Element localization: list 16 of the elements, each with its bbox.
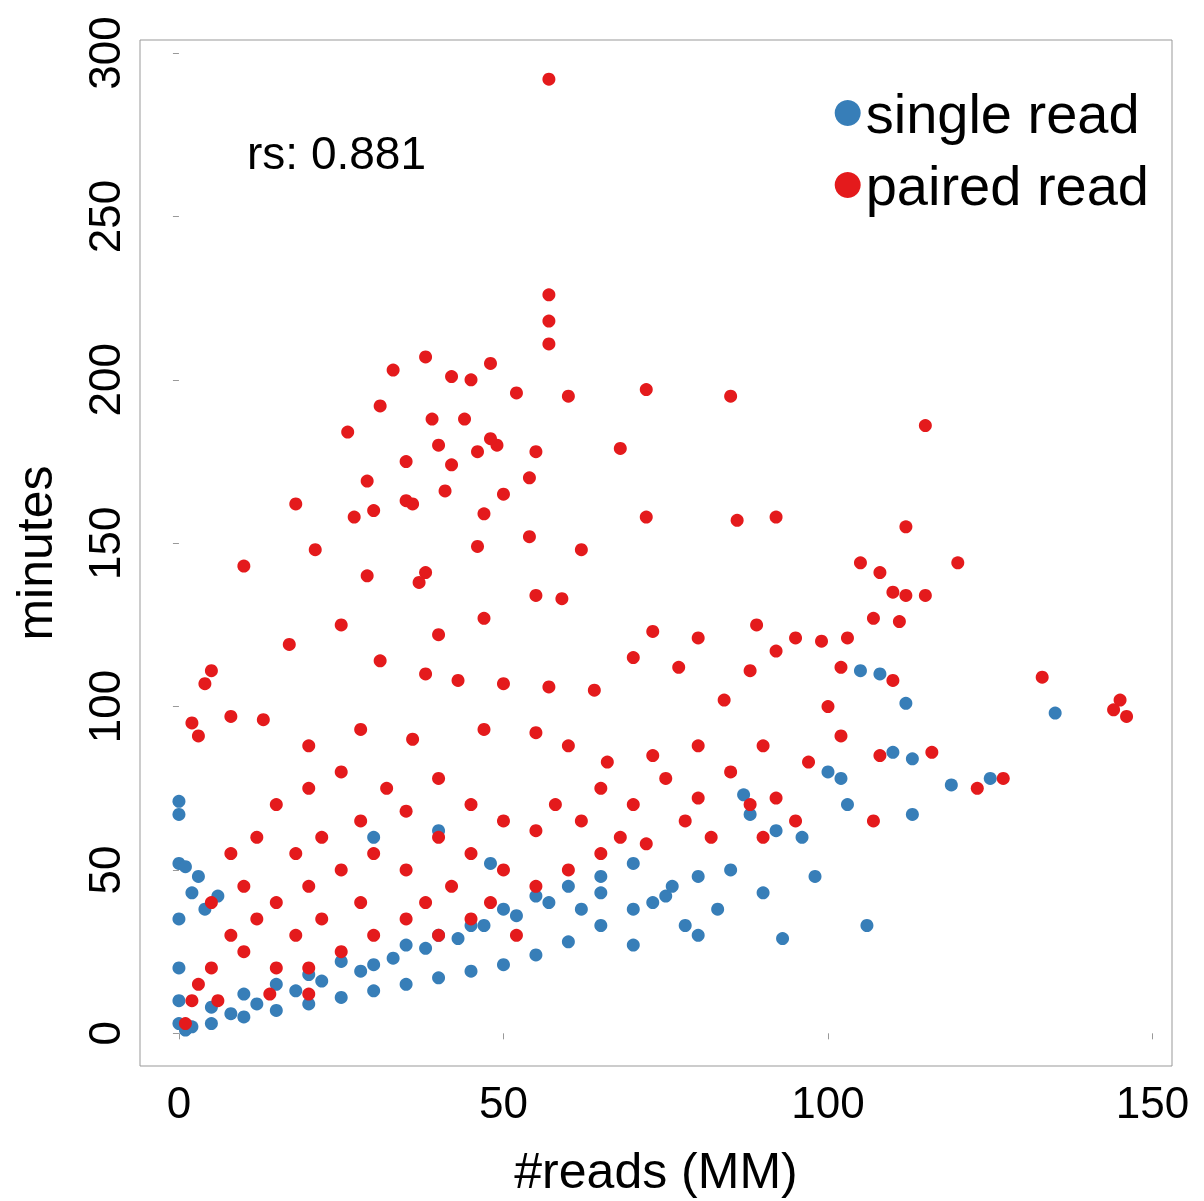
y-tick-label: 250 (79, 179, 129, 254)
x-tick-label: 100 (791, 1077, 865, 1127)
x-tick-label: 50 (479, 1077, 528, 1127)
y-axis-title: minutes (7, 465, 63, 641)
y-tick-label: 300 (79, 16, 129, 90)
annotation: rs: 0.881 (247, 127, 426, 179)
y-tick-label: 200 (79, 343, 129, 417)
legend-label: single read (865, 81, 1140, 145)
x-tick-label: 0 (166, 1077, 192, 1127)
y-tick-label: 150 (79, 506, 129, 580)
x-tick-label: 150 (1115, 1077, 1190, 1127)
y-tick-label: 50 (79, 845, 129, 895)
legend-label: paired read (865, 153, 1149, 217)
y-tick-label: 100 (79, 669, 129, 744)
x-axis-title: #reads (MM) (514, 1143, 798, 1199)
y-tick-label: 0 (79, 1021, 129, 1046)
